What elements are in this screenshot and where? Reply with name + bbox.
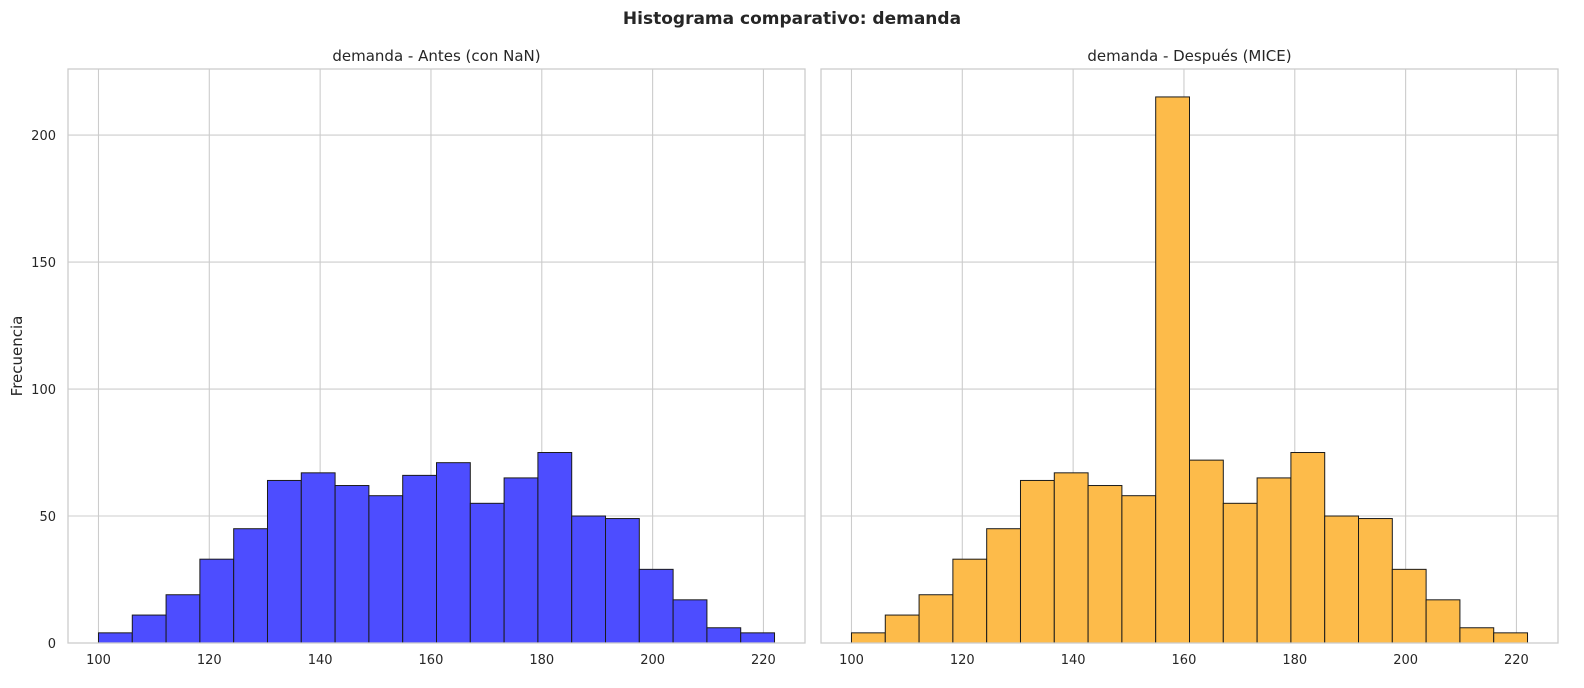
- histogram-bar-before-13: [537, 452, 573, 644]
- histogram-bar-after-7: [1087, 485, 1123, 644]
- x-tick-label: 140: [308, 653, 333, 668]
- x-tick-label: 200: [1393, 653, 1418, 668]
- histogram-bar-after-1: [884, 614, 920, 644]
- y-tick-label: 0: [48, 637, 56, 652]
- panel-title-after: demanda - Después (MICE): [1087, 47, 1291, 65]
- axes-frame: [67, 68, 806, 644]
- histogram-bar-after-16: [1391, 568, 1427, 644]
- histogram-bar-after-11: [1222, 502, 1258, 644]
- histogram-bar-after-10: [1189, 459, 1224, 644]
- x-tick-label: 100: [86, 653, 111, 668]
- histogram-bar-before-8: [368, 495, 404, 644]
- histogram-bar-before-1: [131, 614, 167, 644]
- histogram-bar-after-0: [850, 632, 886, 644]
- y-tick-label: 100: [31, 383, 56, 398]
- histogram-bar-before-16: [638, 568, 674, 644]
- histogram-bar-after-13: [1290, 452, 1326, 644]
- y-axis-label: Frecuencia: [8, 316, 26, 397]
- histogram-after-panel: demanda - Después (MICE) 100 120 140 160 180…: [820, 47, 1559, 668]
- x-tick-label: 100: [839, 653, 864, 668]
- x-tick-label: 120: [197, 653, 222, 668]
- panel-title-before: demanda - Antes (con NaN): [332, 47, 540, 65]
- histogram-before-panel: demanda - Antes (con NaN) Frecuencia 100…: [8, 47, 806, 668]
- histogram-bar-before-3: [199, 558, 235, 644]
- histogram-bar-before-7: [334, 485, 370, 644]
- histogram-bar-before-12: [503, 477, 539, 644]
- x-tick-label: 220: [751, 653, 776, 668]
- x-tick-label: 160: [419, 653, 444, 668]
- histogram-bar-before-6: [300, 472, 336, 644]
- bars: [97, 452, 776, 644]
- histogram-bar-before-15: [605, 518, 640, 644]
- y-tick-label: 200: [31, 129, 56, 144]
- histogram-bar-after-8: [1121, 495, 1157, 644]
- axes-frame: [820, 68, 1559, 644]
- x-tick-label: 200: [640, 653, 665, 668]
- histogram-bar-before-17: [672, 599, 708, 644]
- histogram-bar-after-17: [1425, 599, 1461, 644]
- histogram-bar-before-2: [165, 594, 201, 644]
- histogram-bar-before-5: [266, 479, 302, 644]
- histogram-bar-after-6: [1053, 472, 1089, 644]
- x-tick-label: 160: [1172, 653, 1197, 668]
- y-tick-label: 150: [31, 256, 56, 271]
- histogram-bar-after-15: [1358, 518, 1393, 644]
- histogram-bar-after-19: [1493, 632, 1529, 644]
- x-tick-label: 180: [1282, 653, 1307, 668]
- histogram-bar-after-9: [1155, 96, 1191, 644]
- histogram-bar-after-2: [918, 594, 954, 644]
- histogram-bar-before-10: [436, 462, 471, 644]
- x-tick-label: 220: [1504, 653, 1529, 668]
- histogram-bar-before-14: [571, 515, 607, 644]
- histogram-bar-before-0: [97, 632, 133, 644]
- histogram-bar-after-4: [986, 528, 1021, 644]
- histogram-bar-after-12: [1256, 477, 1292, 644]
- figure-title: Histograma comparativo: demanda: [623, 9, 961, 29]
- histogram-bar-before-9: [402, 474, 438, 644]
- histogram-bar-before-18: [706, 627, 742, 644]
- x-tick-label: 120: [950, 653, 975, 668]
- histogram-bar-after-14: [1324, 515, 1360, 644]
- y-tick-label: 50: [39, 510, 56, 525]
- histogram-bar-before-4: [233, 528, 268, 644]
- x-tick-label: 140: [1061, 653, 1086, 668]
- bars: [850, 96, 1529, 644]
- histogram-bar-after-5: [1019, 479, 1055, 644]
- histogram-bar-before-19: [740, 632, 776, 644]
- histogram-bar-after-18: [1459, 627, 1495, 644]
- histogram-bar-before-11: [469, 502, 505, 644]
- x-tick-label: 180: [529, 653, 554, 668]
- histogram-bar-after-3: [952, 558, 988, 644]
